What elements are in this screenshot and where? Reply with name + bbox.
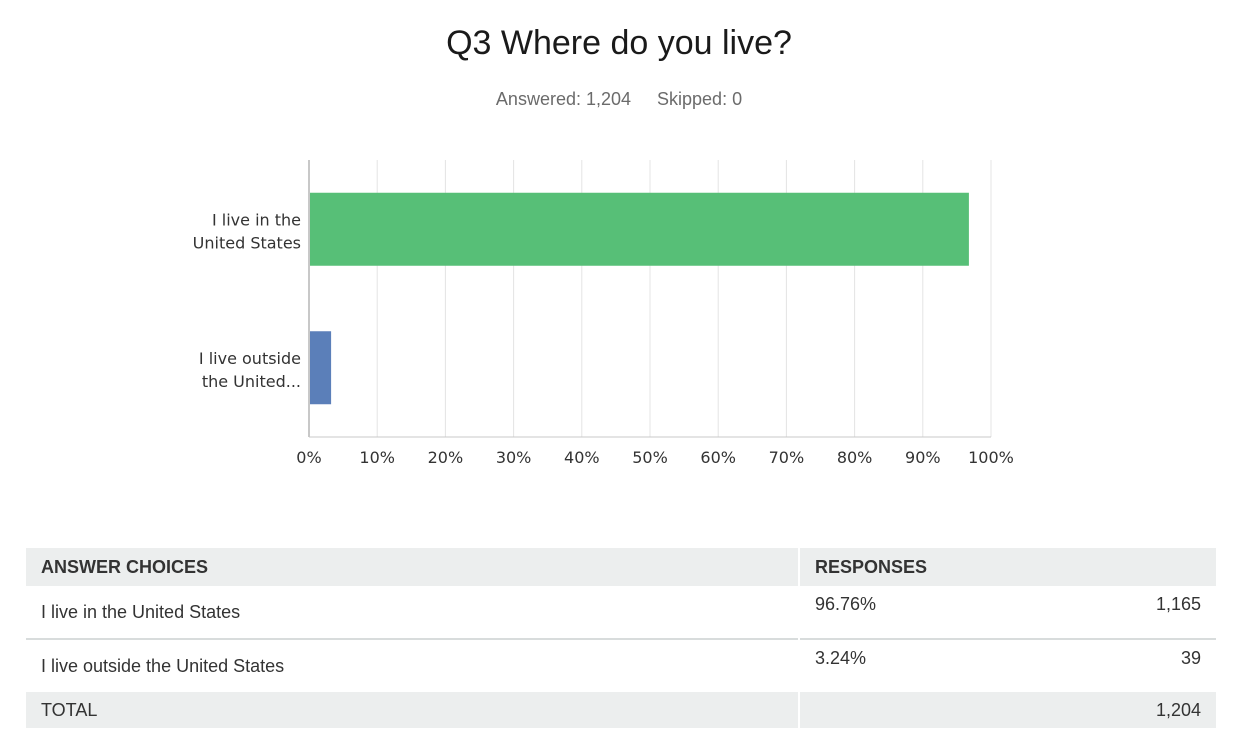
answered-count: Answered: 1,204 [495, 89, 632, 109]
category-label: I live outside [199, 349, 301, 368]
total-count: 1,204 [1028, 692, 1216, 728]
question-title: Q3 Where do you live? [446, 24, 792, 62]
total-label: TOTAL [26, 692, 798, 728]
table-header-row: ANSWER CHOICES RESPONSES [26, 548, 1216, 586]
bar [310, 192, 969, 266]
table-row: I live in the United States 96.76% 1,165 [26, 586, 1216, 640]
response-count: 1,165 [1028, 586, 1216, 640]
category-label: I live in the [212, 210, 301, 229]
answer-choice: I live outside the United States [41, 655, 285, 676]
x-tick-label: 80% [837, 448, 873, 467]
x-tick-label: 0% [296, 448, 321, 467]
x-tick-label: 50% [632, 448, 668, 467]
x-tick-label: 60% [700, 448, 736, 467]
bar [310, 331, 332, 405]
x-tick-label: 20% [428, 448, 464, 467]
bar-chart: 0% 10% 20% 30% 40% 50% 60% 70% 80% 90% 100% I live … [193, 160, 1014, 467]
responses-table: ANSWER CHOICES RESPONSES I live in the U… [26, 548, 1216, 728]
category-label: United States [193, 233, 301, 252]
answer-choice: I live in the United States [26, 586, 798, 640]
x-tick-label: 10% [359, 448, 395, 467]
skipped-count: Skipped: 0 [657, 89, 743, 109]
category-label: the United... [202, 372, 301, 391]
x-tick-label: 30% [496, 448, 532, 467]
answer-choices-header: ANSWER CHOICES [26, 548, 798, 586]
response-stats: Answered: 1,204 Skipped: 0 [0, 89, 1238, 110]
response-count: 39 [1180, 648, 1201, 668]
x-tick-label: 40% [564, 448, 600, 467]
x-tick-label: 70% [769, 448, 805, 467]
total-row: TOTAL 1,204 [26, 692, 1216, 728]
x-tick-label: 100% [968, 448, 1014, 467]
x-tick-label: 90% [905, 448, 941, 467]
response-percent: 3.24% [815, 648, 867, 668]
table-row: I live outside the United States 3.24% 3… [26, 640, 1216, 692]
response-percent: 96.76% [800, 586, 1029, 640]
responses-header: RESPONSES [800, 548, 1216, 586]
